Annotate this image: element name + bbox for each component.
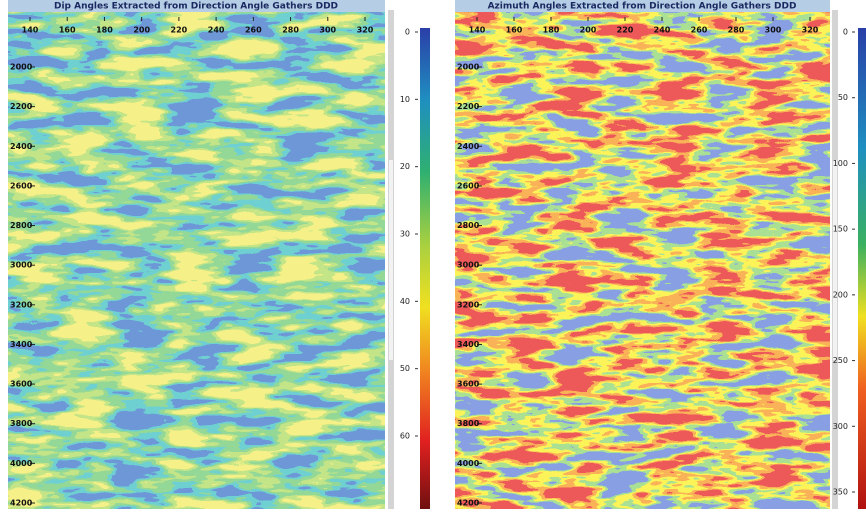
y-tick-label: 2000	[10, 63, 33, 72]
colorbar-label: 100	[833, 159, 848, 168]
dip-image	[8, 12, 385, 509]
y-tick-label: 4200	[457, 499, 480, 508]
x-tick-label: 160	[506, 26, 523, 35]
colorbar-label: 10	[400, 95, 410, 104]
y-tick-label: 3600	[457, 380, 480, 389]
y-tick-label: 3400	[10, 340, 33, 349]
x-tick-label: 220	[171, 26, 188, 35]
x-tick-label: 180	[543, 26, 560, 35]
y-tick-label: 3800	[10, 419, 33, 428]
x-tick-label: 300	[765, 26, 782, 35]
x-tick-label: 280	[282, 26, 299, 35]
panel-title: Dip Angles Extracted from Direction Angl…	[54, 2, 338, 12]
colorbar-label: 60	[400, 432, 410, 441]
colorbar-label: 50	[400, 364, 410, 373]
y-tick-label: 3000	[10, 261, 33, 270]
x-tick-label: 240	[654, 26, 671, 35]
y-tick-label: 4200	[10, 499, 33, 508]
colorbar	[420, 28, 430, 509]
y-tick-label: 2800	[457, 221, 480, 230]
y-tick-label: 4000	[10, 459, 33, 468]
colorbar-label: 20	[400, 162, 410, 171]
y-tick-label: 2400	[10, 142, 33, 151]
x-tick-label: 160	[59, 26, 76, 35]
x-tick-label: 240	[208, 26, 225, 35]
x-tick-label: 180	[96, 26, 113, 35]
colorbar-label: 0	[843, 28, 848, 37]
colorbar-label: 40	[400, 297, 410, 306]
y-tick-label: 2600	[10, 181, 33, 190]
colorbar-label: 300	[833, 422, 848, 431]
x-tick-label: 320	[802, 26, 819, 35]
y-tick-label: 3600	[10, 380, 33, 389]
x-tick-label: 300	[319, 26, 336, 35]
y-tick-label: 2200	[457, 102, 480, 111]
panel-title: Azimuth Angles Extracted from Direction …	[488, 2, 797, 12]
colorbar-label: 150	[833, 225, 848, 234]
x-tick-label: 260	[245, 26, 262, 35]
y-tick-label: 2200	[10, 102, 33, 111]
x-tick-label: 320	[357, 26, 374, 35]
y-tick-label: 3200	[10, 300, 33, 309]
colorbar-label: 200	[833, 290, 848, 299]
y-tick-label: 3800	[457, 419, 480, 428]
y-tick-label: 2800	[10, 221, 33, 230]
y-tick-label: 3400	[457, 340, 480, 349]
y-tick-label: 2400	[457, 142, 480, 151]
azimuth-image	[455, 12, 830, 509]
x-tick-label: 200	[580, 26, 597, 35]
x-tick-label: 280	[728, 26, 745, 35]
y-tick-label: 2600	[457, 181, 480, 190]
title-bar	[8, 0, 385, 12]
y-tick-label: 2000	[457, 63, 480, 72]
x-tick-label: 220	[617, 26, 634, 35]
title-bar	[455, 0, 830, 12]
y-tick-label: 3200	[457, 300, 480, 309]
y-tick-label: 3000	[457, 261, 480, 270]
x-tick-label: 140	[469, 26, 486, 35]
colorbar-label: 50	[838, 93, 848, 102]
x-tick-label: 200	[133, 26, 150, 35]
colorbar-label: 0	[405, 28, 410, 37]
colorbar-label: 250	[833, 356, 848, 365]
x-tick-label: 260	[691, 26, 708, 35]
colorbar-label: 30	[400, 230, 410, 239]
y-tick-label: 4000	[457, 459, 480, 468]
scroll-thumb[interactable]	[389, 160, 393, 360]
scroll-thumb[interactable]	[833, 160, 837, 360]
colorbar-label: 350	[833, 488, 848, 497]
colorbar	[858, 28, 866, 509]
x-tick-label: 140	[22, 26, 39, 35]
